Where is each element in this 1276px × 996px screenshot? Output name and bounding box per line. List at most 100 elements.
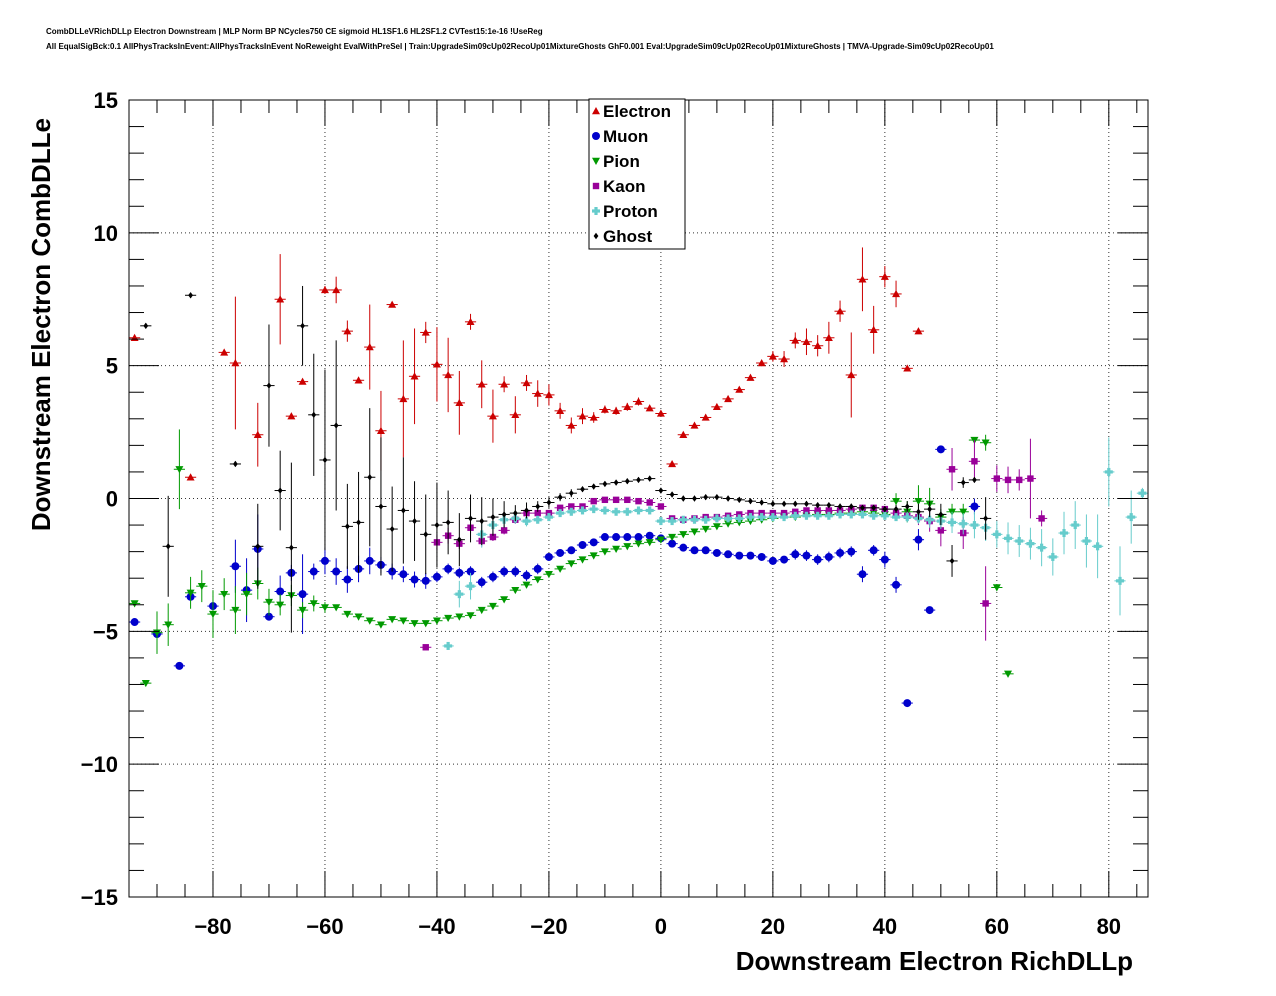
- data-point: [644, 506, 656, 515]
- data-point: [1069, 501, 1081, 549]
- data-point: [812, 335, 824, 357]
- marker: [569, 507, 573, 516]
- data-point: [778, 555, 790, 564]
- data-point: [879, 505, 891, 513]
- marker: [488, 412, 497, 420]
- data-point: [330, 276, 342, 304]
- data-point: [610, 533, 622, 542]
- data-point: [229, 296, 241, 430]
- marker: [410, 575, 419, 584]
- marker: [343, 610, 352, 619]
- data-point: [890, 280, 902, 308]
- data-point: [610, 507, 622, 516]
- marker: [479, 517, 485, 525]
- marker: [421, 576, 430, 585]
- marker: [813, 341, 822, 349]
- marker: [724, 550, 733, 559]
- data-point: [644, 499, 656, 506]
- data-point: [476, 606, 488, 615]
- marker: [634, 397, 643, 405]
- marker: [580, 506, 585, 515]
- data-point: [1036, 529, 1048, 567]
- marker: [838, 510, 842, 519]
- data-point: [968, 476, 981, 484]
- marker: [670, 517, 674, 526]
- data-point: [464, 572, 477, 600]
- data-point: [700, 525, 712, 534]
- marker: [903, 364, 912, 372]
- marker: [623, 533, 632, 542]
- data-point: [386, 486, 398, 572]
- marker: [500, 527, 508, 534]
- marker: [1062, 529, 1066, 538]
- marker: [814, 507, 821, 514]
- marker: [533, 564, 542, 573]
- marker: [645, 531, 654, 540]
- data-point: [834, 300, 846, 322]
- marker: [1004, 476, 1012, 484]
- marker: [399, 570, 408, 579]
- marker: [692, 495, 697, 502]
- marker: [824, 552, 833, 561]
- marker: [164, 621, 173, 629]
- marker: [556, 548, 565, 557]
- marker: [793, 511, 797, 520]
- data-point: [453, 567, 465, 579]
- legend-entry-pion: Pion: [592, 152, 640, 171]
- data-point: [464, 313, 477, 330]
- data-point: [756, 513, 768, 522]
- marker: [757, 552, 766, 561]
- data-point: [1103, 437, 1115, 507]
- marker: [592, 505, 596, 514]
- marker: [468, 582, 473, 591]
- data-point: [218, 348, 230, 356]
- marker: [848, 503, 854, 510]
- marker: [399, 394, 408, 403]
- data-point: [420, 494, 432, 575]
- series-ghost: [140, 285, 992, 633]
- y-axis-title: Downstream Electron CombDLLe: [26, 118, 56, 531]
- marker: [892, 497, 901, 506]
- data-point: [263, 588, 275, 616]
- data-point: [621, 496, 633, 504]
- data-point: [924, 606, 936, 615]
- data-point: [453, 613, 465, 621]
- data-point: [688, 495, 701, 502]
- marker: [535, 503, 541, 510]
- marker: [165, 543, 171, 550]
- marker: [659, 517, 663, 526]
- data-point: [1002, 522, 1014, 555]
- marker: [701, 413, 710, 421]
- data-point: [319, 547, 331, 575]
- data-point: [946, 544, 958, 577]
- data-point: [588, 538, 600, 547]
- data-point: [296, 285, 309, 366]
- marker: [656, 409, 665, 417]
- data-point: [464, 612, 477, 620]
- marker: [827, 511, 831, 520]
- data-point: [991, 465, 1003, 492]
- data-point: [532, 563, 544, 575]
- data-point: [588, 497, 600, 505]
- data-point: [778, 500, 790, 508]
- data-point: [576, 486, 589, 493]
- marker: [903, 699, 912, 708]
- marker: [668, 459, 677, 468]
- marker: [679, 531, 688, 539]
- data-point: [554, 402, 566, 419]
- marker: [547, 513, 551, 522]
- y-tick-label: 15: [94, 88, 118, 113]
- data-point: [408, 328, 421, 425]
- data-point: [498, 566, 510, 577]
- data-point: [319, 285, 331, 294]
- marker: [536, 515, 540, 524]
- marker: [590, 497, 597, 505]
- marker: [715, 514, 719, 523]
- data-point: [666, 533, 678, 542]
- series-pion: [129, 429, 1014, 688]
- data-point: [655, 409, 667, 417]
- marker: [858, 275, 867, 283]
- marker: [444, 614, 453, 623]
- data-point: [644, 404, 656, 412]
- marker: [477, 606, 486, 615]
